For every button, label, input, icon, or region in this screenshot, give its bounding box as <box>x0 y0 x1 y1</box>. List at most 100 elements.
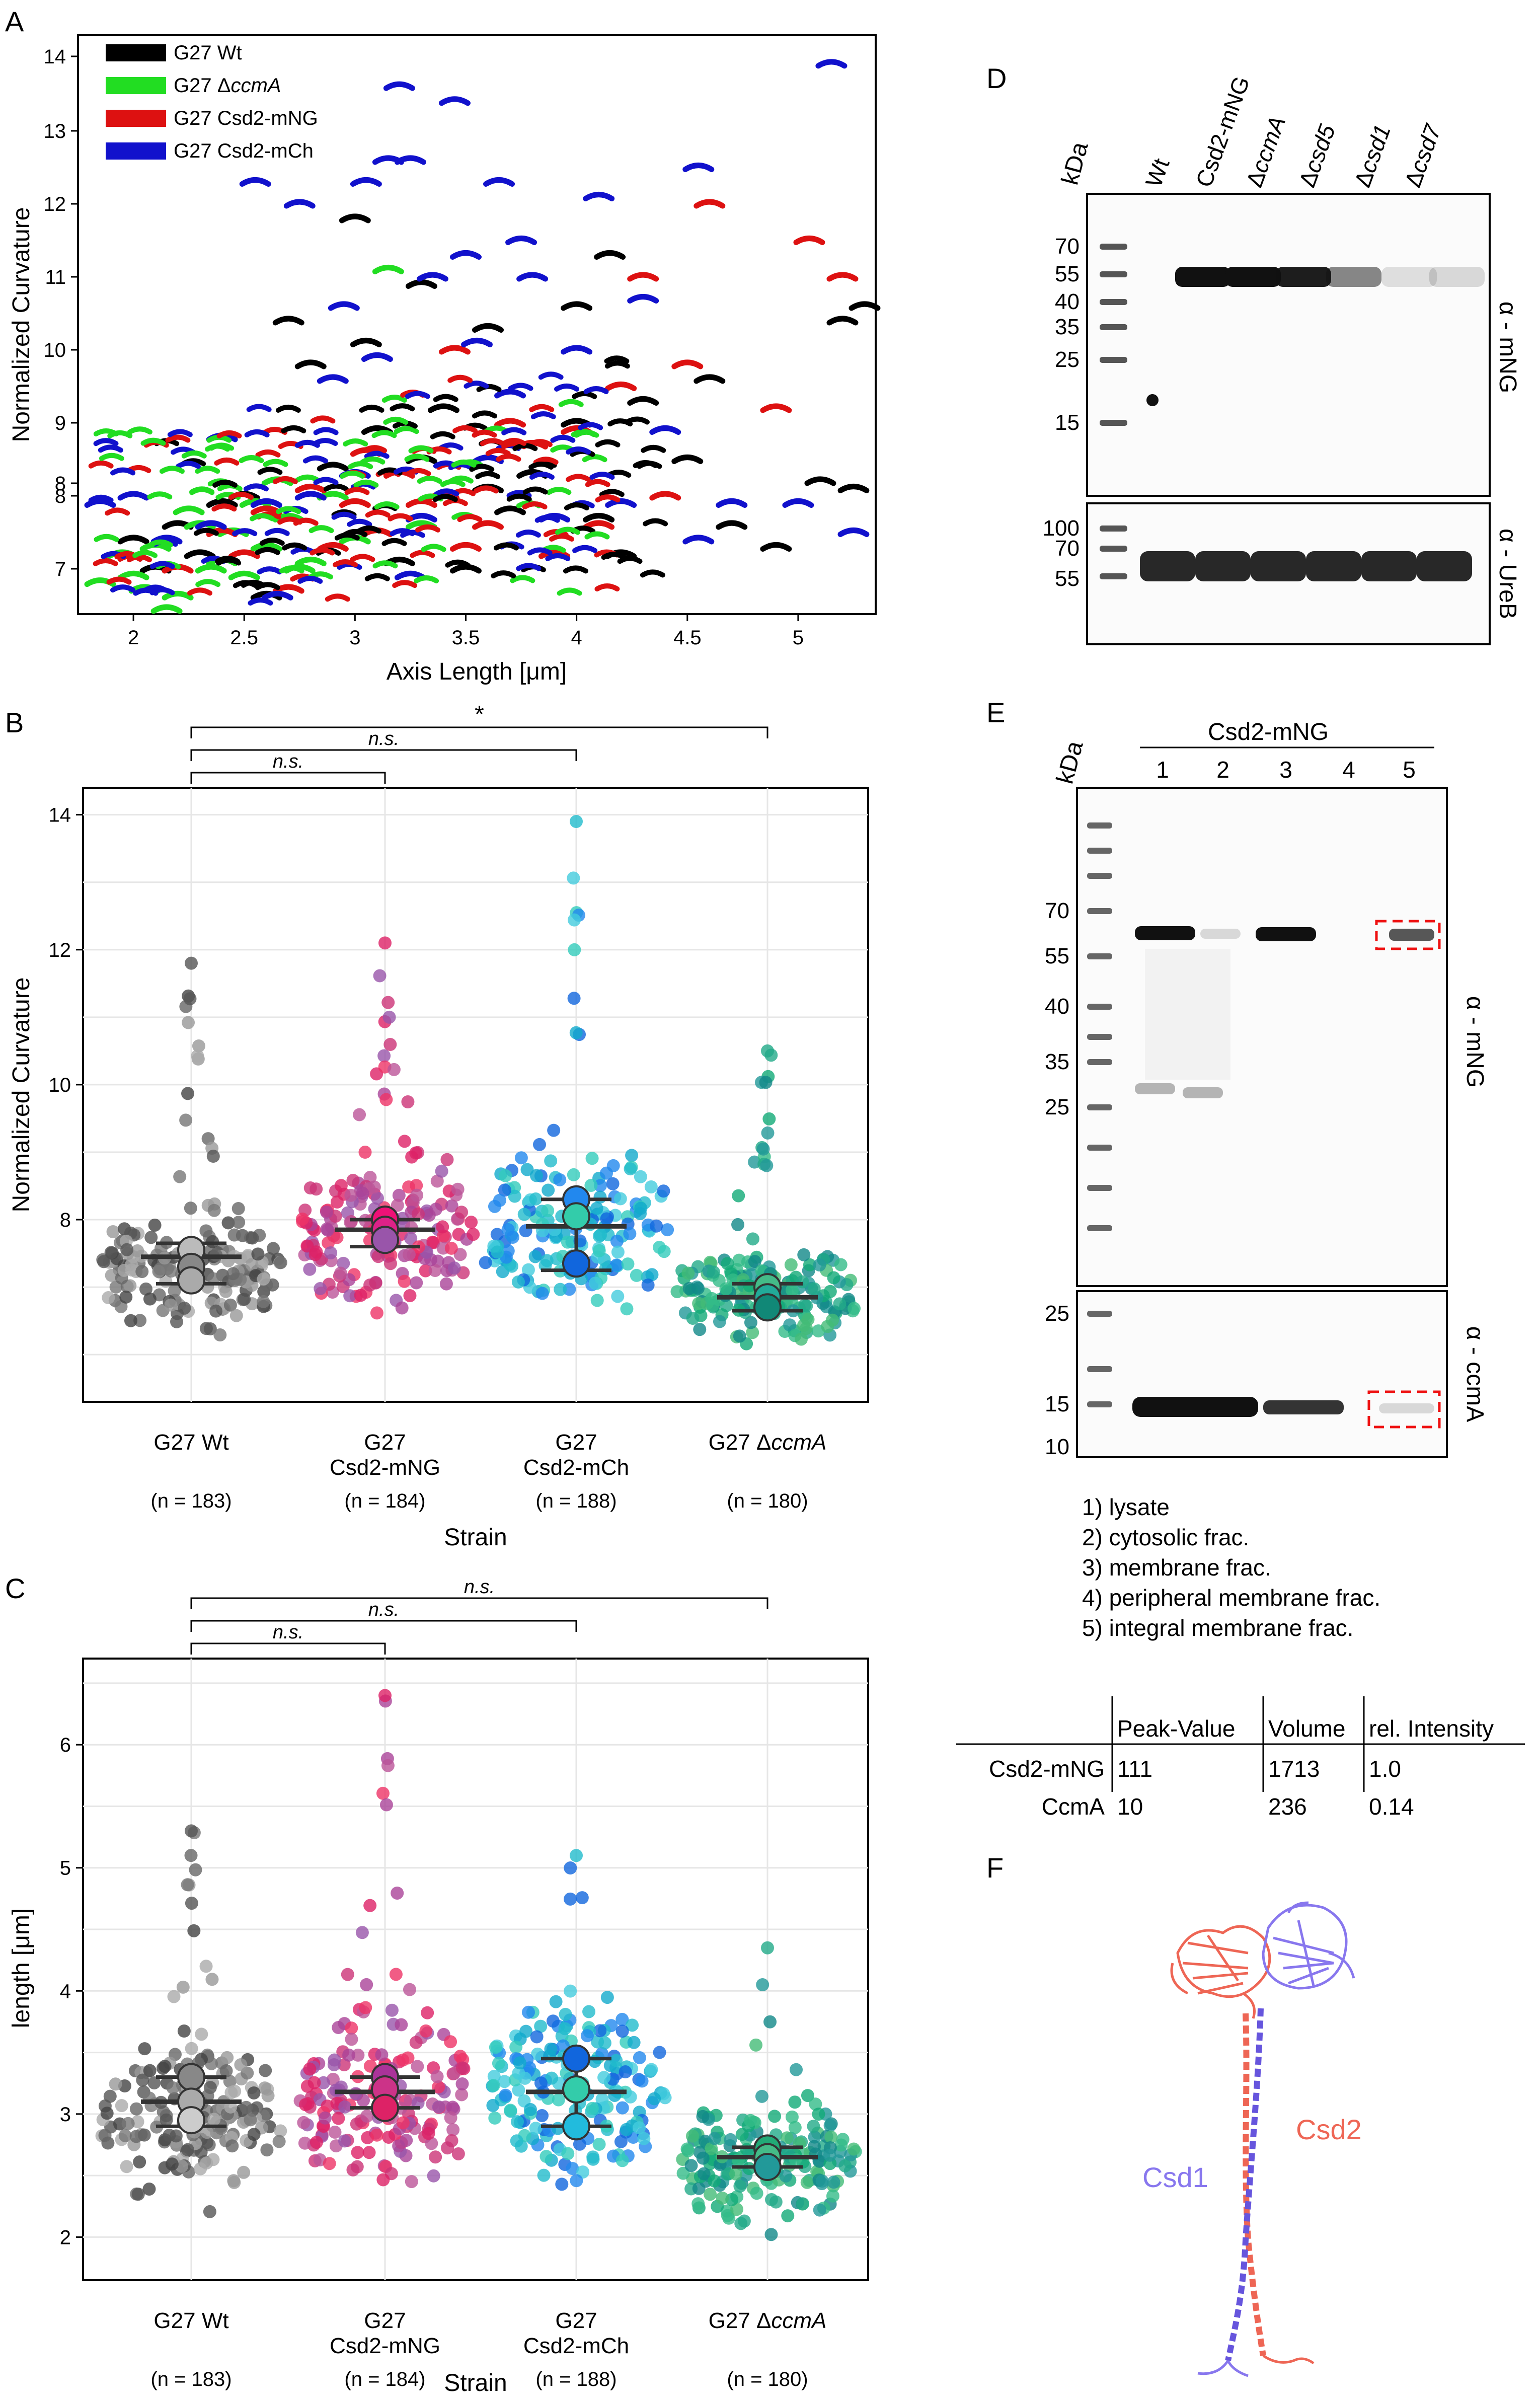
data-point <box>555 2178 569 2191</box>
data-point <box>823 1285 837 1298</box>
data-point <box>533 1138 547 1151</box>
significance-label: n.s. <box>368 1599 399 1620</box>
legend-label: G27 ΔccmA <box>174 74 281 97</box>
x-category-label-line2: Csd2-mNG <box>330 1455 440 1480</box>
x-category-n: (n = 183) <box>150 2368 232 2390</box>
cell-mark <box>88 494 114 503</box>
data-point <box>732 1189 745 1203</box>
data-point <box>266 1242 280 1255</box>
data-point <box>391 1198 404 1212</box>
significance-bracket <box>190 772 386 784</box>
data-point <box>344 1216 357 1229</box>
cell-mark <box>561 301 593 311</box>
data-point <box>184 1202 197 1215</box>
data-point <box>195 2028 208 2041</box>
cell-mark <box>297 575 323 584</box>
cell-mark <box>449 250 482 260</box>
data-point <box>200 2126 214 2139</box>
protein-band <box>1251 551 1306 581</box>
cell-mark <box>162 590 194 601</box>
data-point <box>800 2175 814 2189</box>
data-point <box>848 1302 861 1315</box>
cell-mark <box>272 316 304 326</box>
lane-label: 5 <box>1403 757 1416 783</box>
data-point <box>788 2121 802 2134</box>
cell-mark <box>279 565 304 574</box>
panel-d-kda: kDa <box>1056 139 1093 187</box>
data-point <box>181 2143 194 2156</box>
cell-mark <box>339 498 371 508</box>
marker-label: 25 <box>1045 1301 1069 1326</box>
data-point <box>261 2089 275 2103</box>
data-point <box>219 1285 233 1298</box>
cell-mark <box>546 487 572 495</box>
data-point <box>447 1261 461 1275</box>
cell-mark <box>804 476 836 486</box>
replicate-mean <box>562 2075 590 2104</box>
significance-label: n.s. <box>464 1577 495 1598</box>
cell-mark <box>406 468 431 476</box>
data-point <box>768 2110 782 2123</box>
cell-mark <box>637 461 662 469</box>
data-point <box>227 2174 241 2188</box>
data-point <box>708 2132 721 2145</box>
data-point <box>691 2197 705 2211</box>
data-point <box>637 2132 651 2145</box>
data-point <box>398 1135 411 1148</box>
cell-mark <box>309 525 334 534</box>
blot-e-ccma <box>1076 1290 1448 1458</box>
data-point <box>733 2179 747 2193</box>
replicate-mean <box>562 1202 590 1231</box>
cell-mark <box>595 494 621 503</box>
cell-mark <box>328 301 360 311</box>
ladder-band <box>1087 1225 1112 1231</box>
highlight-box <box>1375 920 1441 950</box>
data-point <box>492 2057 505 2070</box>
data-point <box>696 2110 710 2123</box>
data-point <box>446 2123 460 2137</box>
cell-mark <box>159 466 185 474</box>
cell-mark <box>583 513 615 522</box>
cell-mark <box>550 434 576 443</box>
x-category-label: G27 <box>364 1430 406 1455</box>
cell-mark <box>383 416 409 425</box>
cell-mark <box>527 547 553 556</box>
cell-mark <box>99 453 124 461</box>
cell-mark <box>93 558 118 566</box>
ladder-band <box>1100 271 1127 277</box>
data-point <box>713 1315 726 1328</box>
data-point <box>272 2135 286 2148</box>
cell-mark <box>595 439 621 447</box>
cell-mark <box>189 487 215 495</box>
data-point <box>733 1329 746 1343</box>
x-category-n: (n = 188) <box>535 1490 617 1512</box>
data-point <box>199 1960 213 1973</box>
panel-e-antibody-1: α - mNG <box>1461 996 1488 1088</box>
data-point <box>716 2191 729 2205</box>
cell-mark <box>405 279 437 289</box>
data-point <box>719 1282 733 1296</box>
marker-label: 15 <box>1055 410 1080 435</box>
data-point <box>634 1170 647 1183</box>
data-point <box>501 1223 515 1236</box>
data-point <box>444 2035 457 2049</box>
cell-mark <box>716 498 748 508</box>
data-point <box>499 2088 512 2102</box>
data-point <box>686 1312 700 1325</box>
cell-mark <box>259 538 285 546</box>
data-point <box>824 2130 838 2144</box>
marker-label: 40 <box>1045 994 1069 1019</box>
data-point <box>584 1178 598 1192</box>
data-point <box>207 1204 221 1217</box>
cell-mark <box>150 604 183 614</box>
data-point <box>785 2110 799 2124</box>
y-tick-label: 13 <box>44 120 66 142</box>
data-point <box>575 1891 589 1905</box>
data-point <box>761 1126 775 1140</box>
data-point <box>800 1322 813 1335</box>
data-point <box>100 2107 114 2120</box>
significance-bracket <box>190 749 577 761</box>
data-point <box>129 2130 143 2143</box>
data-point <box>623 1227 637 1240</box>
data-point <box>120 1243 134 1256</box>
